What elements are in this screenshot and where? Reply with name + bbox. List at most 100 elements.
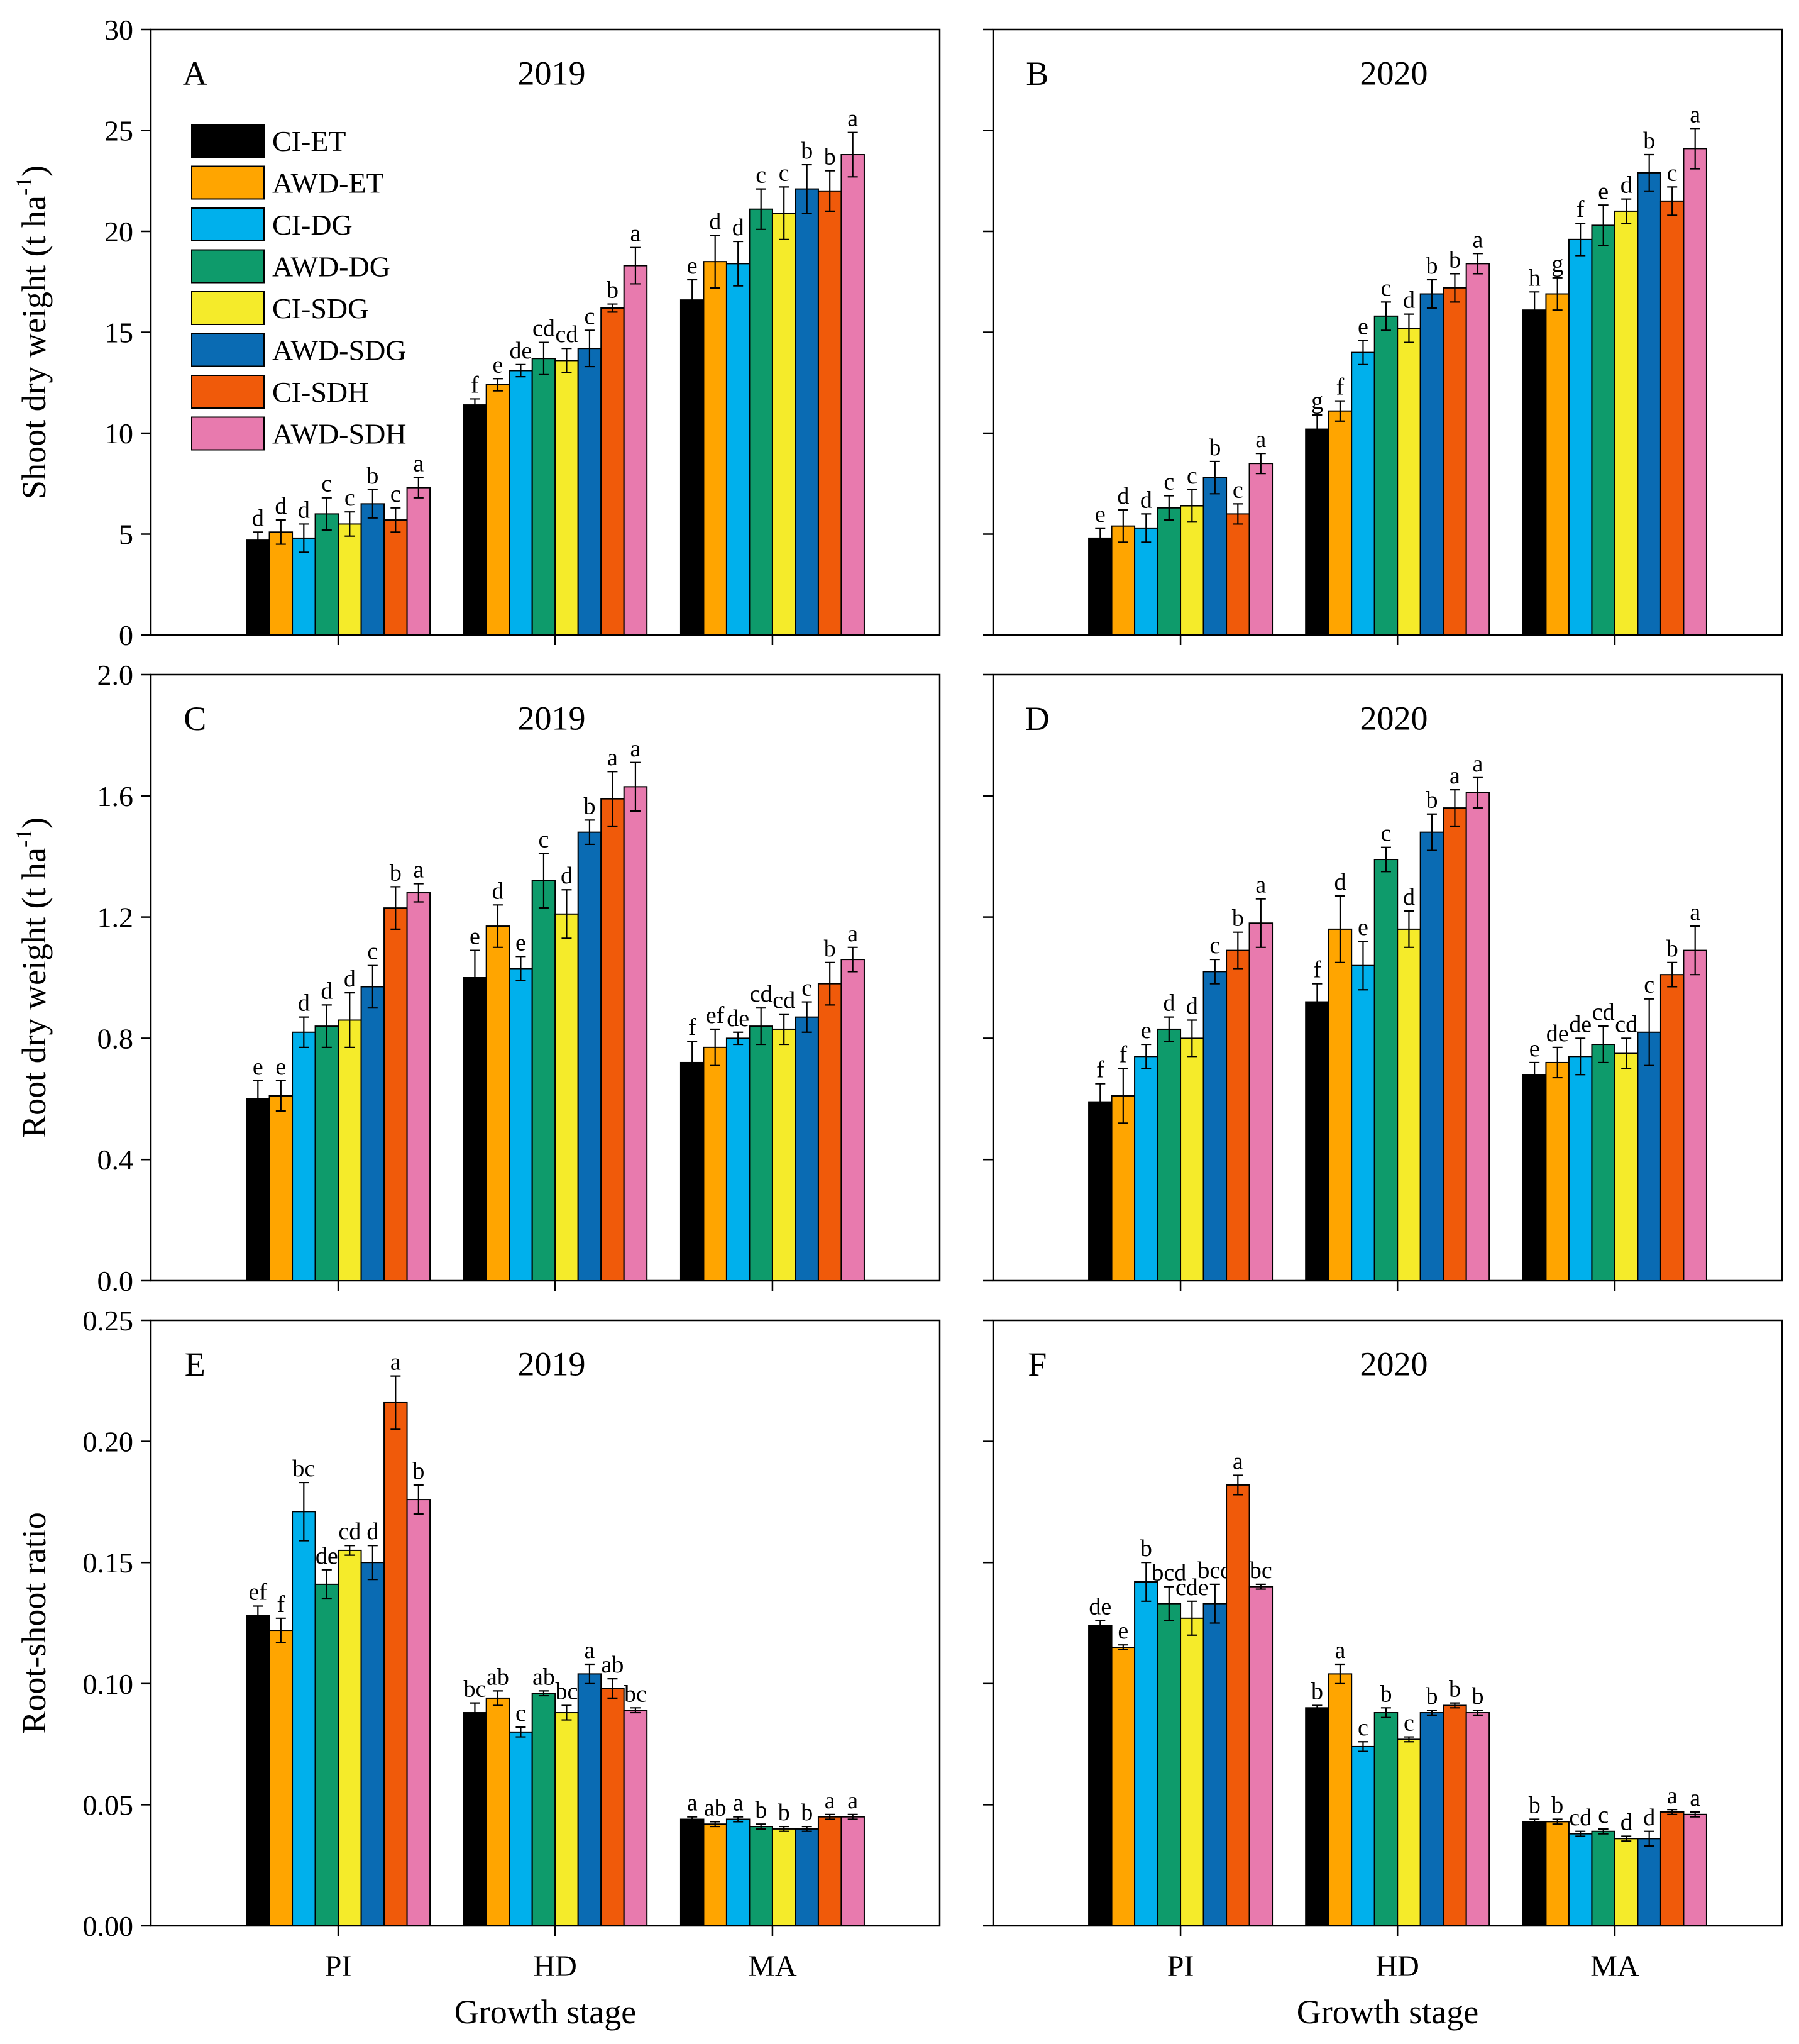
y-tick-label: 0.25 [83,1305,134,1337]
bar [1465,1712,1490,1926]
x-tick-label: MA [1590,1950,1639,1983]
significance-letter: d [366,1518,378,1545]
significance-letter: a [1335,1637,1346,1664]
bar [1373,315,1399,636]
significance-letter: ab [704,1794,727,1821]
bar [1568,1056,1593,1281]
significance-letter: c [539,826,549,853]
significance-letter: b [1426,1683,1438,1710]
bar [1328,1673,1353,1927]
panel-letter: E [185,1345,206,1383]
significance-letter: c [1381,275,1392,301]
bar [1248,922,1274,1281]
bar [1522,309,1547,636]
bar [1637,1838,1661,1926]
y-tick-label: 0.20 [83,1426,134,1458]
significance-letter: a [1255,426,1266,453]
bar [1202,1603,1228,1927]
significance-letter: a [630,736,641,762]
y-axis-title-end: ) [15,165,53,177]
significance-letter: a [733,1790,744,1816]
significance-letter: c [1209,932,1220,959]
bar [509,968,533,1282]
significance-letter: e [515,929,526,956]
significance-letter: d [492,878,503,904]
significance-letter: cd [338,1518,361,1545]
significance-letter: h [1529,265,1541,291]
significance-letter: d [1186,993,1198,1019]
bar [406,1499,431,1927]
bar [1522,1821,1547,1927]
panel-letter: F [1028,1345,1047,1383]
significance-letter: de [510,338,532,364]
bar [1659,1811,1685,1927]
bar [1351,351,1375,636]
significance-letter: c [1644,972,1654,998]
bar [1614,1838,1639,1926]
legend-swatch [191,124,265,158]
bar [1568,238,1593,636]
bar [1111,1095,1136,1281]
bar [577,348,602,636]
significance-letter: d [321,978,333,1004]
significance-letter: f [688,1014,696,1041]
significance-letter: b [1643,128,1655,154]
bar [1443,807,1467,1281]
significance-letter: cd [556,321,578,348]
x-axis-title: Growth stage [454,1993,636,2031]
bar [840,959,865,1281]
significance-letter: b [1666,936,1678,962]
bar [1305,1707,1329,1927]
y-tick-label: 25 [104,115,133,147]
significance-letter: e [1095,501,1106,528]
significance-letter: ab [602,1652,624,1678]
y-tick-label: 1.6 [97,780,134,812]
significance-letter: b [755,1797,767,1823]
bar [1111,1647,1136,1927]
significance-letter: g [1551,251,1563,277]
significance-letter: e [275,1054,286,1080]
y-tick-label: 5 [119,519,133,551]
significance-letter: cd [532,316,555,342]
bar [817,983,842,1281]
panel-letter: D [1025,700,1050,737]
bar [725,1037,751,1282]
bar [840,1816,865,1926]
panel-year: 2019 [518,700,586,737]
bar [1180,1617,1204,1926]
panel-letter: A [183,55,207,92]
y-tick-label: 0.15 [83,1547,134,1579]
significance-letter: d [709,208,721,235]
y-tick-label: 0.4 [97,1144,134,1176]
bar [1088,537,1113,636]
significance-letter: bc [464,1676,487,1703]
panel-letter: C [184,700,206,737]
legend-label: AWD-DG [272,251,390,283]
bar [771,1028,796,1281]
bar [749,1025,773,1281]
significance-letter: d [1403,884,1415,910]
significance-letter: d [298,990,310,1017]
significance-letter: ef [249,1579,268,1606]
significance-letter: cd [1569,1804,1592,1831]
significance-letter: bc [624,1681,647,1707]
significance-letter: c [585,303,595,329]
panel-letter: B [1026,55,1048,92]
bar [1659,200,1685,636]
y-axis-title-sup: -1 [11,177,36,196]
significance-letter: c [515,1700,526,1726]
significance-letter: b [1311,1678,1323,1704]
significance-letter: d [1403,287,1415,314]
bar [577,1673,602,1927]
bar [1659,974,1685,1282]
bar [338,1549,362,1926]
legend: CI-ET AWD-ET CI-DG AWD-DG CI-SDG AWD-SDG CI-SD… [191,124,407,451]
x-tick-label: HD [534,1950,577,1983]
legend-swatch [191,375,265,409]
bar [1443,1704,1467,1927]
bar [1591,1044,1615,1282]
